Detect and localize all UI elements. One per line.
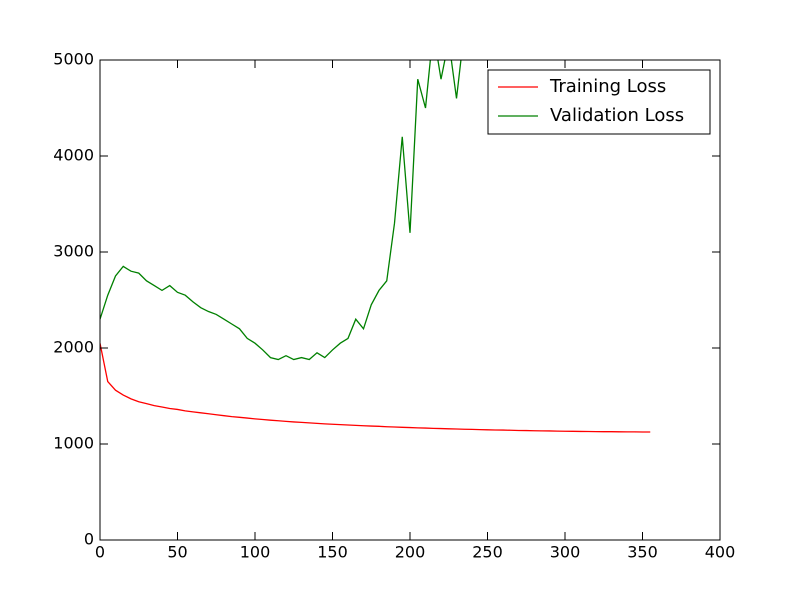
x-tick-label: 150 (317, 543, 348, 562)
legend-label: Training Loss (549, 76, 666, 97)
x-tick-label: 350 (627, 543, 658, 562)
x-tick-label: 200 (395, 543, 426, 562)
legend-label: Validation Loss (550, 105, 684, 126)
y-tick-label: 0 (84, 530, 94, 549)
x-tick-label: 400 (705, 543, 736, 562)
x-tick-label: 100 (240, 543, 271, 562)
x-tick-label: 250 (472, 543, 503, 562)
series-line (100, 60, 462, 361)
y-tick-label: 3000 (53, 242, 94, 261)
x-tick-label: 0 (95, 543, 105, 562)
x-tick-label: 50 (167, 543, 187, 562)
series-line (100, 343, 651, 433)
plot-lines (100, 60, 651, 433)
y-tick-label: 5000 (53, 50, 94, 69)
legend-box (487, 69, 711, 135)
y-tick-label: 4000 (53, 146, 94, 165)
y-tick-label: 2000 (53, 338, 94, 357)
x-tick-label: 300 (550, 543, 581, 562)
y-tick-label: 1000 (53, 434, 94, 453)
